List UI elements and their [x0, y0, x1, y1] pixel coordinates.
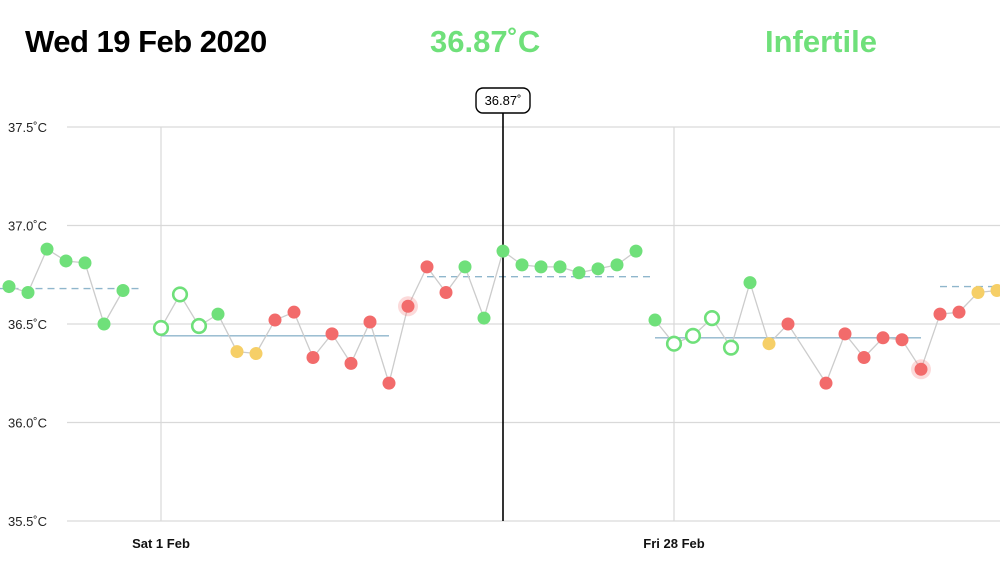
temperature-point[interactable] — [190, 317, 208, 335]
cursor-label-box — [475, 87, 531, 114]
y-tick-label: 37.5˚C — [8, 120, 47, 135]
temperature-point[interactable] — [249, 347, 263, 361]
temperature-point[interactable] — [553, 260, 567, 274]
y-tick-label: 35.5˚C — [8, 514, 47, 529]
cursor-label: 36.87˚ — [485, 93, 522, 108]
temperature-point[interactable] — [363, 315, 377, 329]
temperature-point[interactable] — [382, 376, 396, 390]
selected-temperature: 36.87˚C — [430, 24, 541, 59]
temperature-point[interactable] — [152, 319, 170, 337]
temperature-point[interactable] — [952, 305, 966, 319]
coverlines — [0, 276, 1000, 339]
temperature-point[interactable] — [59, 254, 73, 268]
temperature-point[interactable] — [629, 244, 643, 258]
temperature-point[interactable] — [477, 311, 491, 325]
temperature-point[interactable] — [171, 286, 189, 303]
header: Wed 19 Feb 2020 36.87˚C Infertile — [0, 0, 1000, 90]
axis-labels: 37.5˚C 37.0˚C 36.5˚C 36.0˚C 35.5˚C Sat 1 Feb F… — [8, 120, 705, 551]
temperature-point[interactable] — [819, 376, 833, 390]
temperature-point[interactable] — [534, 260, 548, 274]
y-tick-label: 36.5˚C — [8, 317, 47, 332]
temperature-point[interactable] — [933, 307, 947, 321]
cursor[interactable]: 36.87˚ — [475, 87, 531, 521]
selected-date: Wed 19 Feb 2020 — [25, 24, 267, 59]
temperature-point[interactable] — [344, 356, 358, 370]
temperature-point[interactable] — [116, 284, 130, 298]
temperature-line-segment — [654, 280, 998, 385]
temperature-point[interactable] — [990, 284, 1000, 298]
temperature-points — [2, 242, 1000, 390]
temperature-point[interactable] — [684, 327, 702, 344]
temperature-point[interactable] — [648, 313, 662, 327]
temperature-point[interactable] — [762, 337, 776, 351]
temperature-point[interactable] — [211, 307, 225, 321]
temperature-point[interactable] — [230, 345, 244, 359]
temperature-point[interactable] — [857, 350, 871, 364]
temperature-point[interactable] — [306, 350, 320, 364]
temperature-point[interactable] — [665, 335, 683, 352]
temperature-point[interactable] — [914, 362, 928, 376]
temperature-point[interactable] — [971, 285, 985, 299]
temperature-point[interactable] — [591, 262, 605, 276]
temperature-point[interactable] — [40, 242, 54, 256]
temperature-point[interactable] — [287, 305, 301, 319]
temperature-point[interactable] — [496, 244, 510, 258]
temperature-point[interactable] — [439, 285, 453, 299]
temperature-point[interactable] — [401, 299, 415, 313]
temperature-point[interactable] — [876, 331, 890, 345]
temperature-point[interactable] — [895, 333, 909, 347]
temperature-point[interactable] — [515, 258, 529, 272]
temperature-point[interactable] — [743, 276, 757, 290]
temperature-point[interactable] — [781, 317, 795, 331]
temperature-point[interactable] — [2, 280, 16, 294]
temperature-point[interactable] — [325, 327, 339, 341]
x-tick-label: Fri 28 Feb — [643, 536, 704, 551]
temperature-point[interactable] — [21, 285, 35, 299]
temperature-point[interactable] — [458, 260, 472, 274]
temperature-point[interactable] — [572, 266, 586, 280]
temperature-point[interactable] — [610, 258, 624, 272]
fertility-status: Infertile — [765, 24, 877, 59]
temperature-point[interactable] — [420, 260, 434, 274]
temperature-point[interactable] — [722, 339, 740, 356]
grid — [67, 126, 1000, 522]
y-tick-label: 36.0˚C — [8, 416, 47, 431]
x-tick-label: Sat 1 Feb — [132, 536, 190, 551]
y-tick-label: 37.0˚C — [8, 219, 47, 234]
temperature-point[interactable] — [78, 256, 92, 270]
temperature-point[interactable] — [97, 317, 111, 331]
temperature-point[interactable] — [838, 327, 852, 341]
temperature-point[interactable] — [703, 309, 721, 327]
temperature-point[interactable] — [268, 313, 282, 327]
